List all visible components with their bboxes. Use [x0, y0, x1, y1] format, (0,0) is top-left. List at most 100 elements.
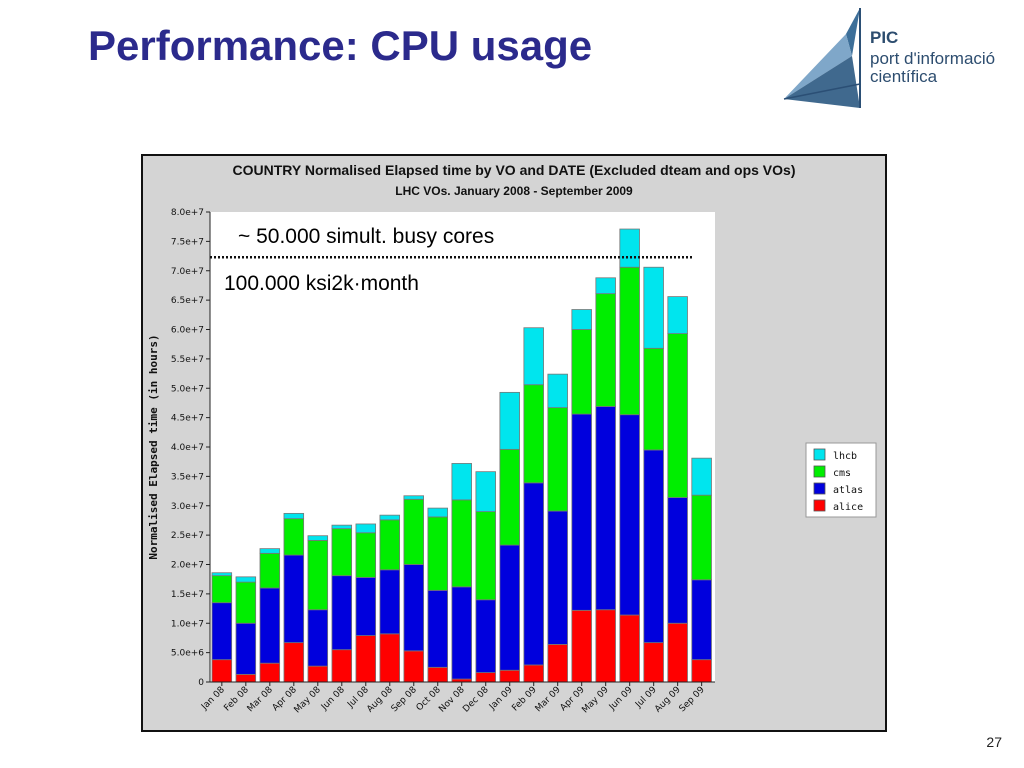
- bar-alice: [619, 614, 640, 683]
- bar-alice: [667, 622, 688, 683]
- bar-cms: [355, 532, 377, 578]
- bar-atlas: [355, 577, 377, 636]
- bar-atlas: [451, 586, 472, 680]
- x-tick-label: Dec 08: [461, 685, 491, 715]
- bar-cms: [547, 407, 568, 512]
- y-tick-label: 3.5e+7: [171, 472, 204, 482]
- bar-alice: [307, 665, 329, 683]
- bar-atlas: [571, 413, 592, 611]
- bar-alice: [355, 635, 377, 683]
- y-tick-label: 2.5e+7: [171, 531, 204, 541]
- bar-atlas: [691, 579, 712, 661]
- bar-alice: [259, 662, 281, 683]
- x-tick-label: May 08: [293, 685, 324, 716]
- legend-label-lhcb: lhcb: [833, 451, 857, 462]
- bar-atlas: [595, 406, 616, 611]
- legend-swatch-atlas: [813, 482, 826, 495]
- bar-atlas: [379, 569, 401, 635]
- y-tick-label: 0: [198, 678, 204, 688]
- annotation-ksi2k-month: 100.000 ksi2k·month: [224, 272, 419, 295]
- bar-cms: [643, 347, 664, 451]
- bar-atlas: [523, 482, 544, 666]
- page-number: 27: [986, 734, 1002, 750]
- bar-atlas: [331, 575, 353, 651]
- bar-cms: [499, 448, 520, 546]
- bar-cms: [667, 333, 688, 498]
- legend-swatch-alice: [813, 499, 826, 512]
- bar-atlas: [499, 544, 520, 671]
- legend-label-cms: cms: [833, 468, 851, 479]
- bar-lhcb: [691, 457, 712, 496]
- x-tick-label: Mar 08: [246, 685, 275, 714]
- bar-alice: [595, 609, 616, 683]
- x-tick-label: Jan 09: [487, 685, 515, 713]
- y-tick-label: 5.0e+7: [171, 384, 204, 394]
- bar-lhcb: [379, 514, 401, 521]
- bar-cms: [571, 329, 592, 415]
- bar-atlas: [643, 449, 664, 644]
- legend-label-alice: alice: [833, 502, 863, 513]
- y-tick-label: 1.5e+7: [171, 590, 204, 600]
- y-tick-label: 6.0e+7: [171, 326, 204, 336]
- y-axis-label: Normalised Elapsed time (in hours): [147, 334, 160, 559]
- bar-lhcb: [283, 512, 305, 520]
- annotation-busy-cores: ~ 50.000 simult. busy cores: [238, 225, 495, 248]
- pic-logo-mark: [780, 4, 875, 108]
- bar-lhcb: [259, 548, 281, 554]
- bar-lhcb: [643, 266, 664, 349]
- bar-lhcb: [571, 309, 592, 330]
- bar-cms: [283, 518, 305, 556]
- y-axis: 0 5.0e+6 1.0e+7 1.5e+7 2.0e+7 2.5e+7 3.0e+7 3.5…: [171, 208, 211, 688]
- bars-group: [211, 228, 712, 683]
- bar-cms: [451, 499, 472, 588]
- y-tick-label: 2.0e+7: [171, 561, 204, 571]
- logo-line-1: port d'informació: [870, 49, 996, 68]
- logo-line-2: científica: [870, 67, 938, 86]
- bar-cms: [403, 498, 424, 565]
- bar-cms: [595, 293, 616, 407]
- bar-lhcb: [211, 572, 233, 577]
- logo-name: PIC: [870, 28, 899, 47]
- chart-subtitle: LHC VOs. January 2008 - September 2009: [395, 184, 633, 198]
- y-tick-label: 4.0e+7: [171, 443, 204, 453]
- bar-lhcb: [451, 463, 472, 501]
- bar-alice: [235, 673, 257, 683]
- bar-alice: [547, 643, 568, 683]
- bar-cms: [475, 511, 496, 601]
- bar-cms: [619, 266, 640, 416]
- bar-alice: [379, 633, 401, 683]
- x-tick-label: Jun 09: [607, 685, 635, 713]
- bar-cms: [211, 575, 233, 604]
- x-tick-label: Jan 08: [199, 685, 227, 713]
- bar-alice: [427, 666, 448, 683]
- bar-lhcb: [523, 327, 544, 386]
- chart-frame: COUNTRY Normalised Elapsed time by VO an…: [141, 154, 887, 732]
- bar-atlas: [475, 599, 496, 673]
- x-tick-label: Aug 08: [365, 685, 395, 715]
- bar-cms: [235, 581, 257, 624]
- bar-alice: [499, 669, 520, 683]
- y-tick-label: 8.0e+7: [171, 208, 204, 218]
- y-tick-label: 4.5e+7: [171, 414, 204, 424]
- bar-alice: [331, 649, 353, 683]
- bar-lhcb: [547, 373, 568, 409]
- x-tick-label: Sep 09: [678, 685, 707, 714]
- bar-atlas: [259, 587, 281, 664]
- bar-cms: [427, 516, 448, 591]
- x-tick-label: Sep 08: [390, 685, 419, 714]
- bar-atlas: [427, 589, 448, 668]
- bar-atlas: [619, 414, 640, 616]
- legend-swatch-lhcb: [813, 448, 826, 461]
- bar-atlas: [403, 564, 424, 652]
- bar-lhcb: [331, 524, 353, 530]
- bar-alice: [403, 650, 424, 683]
- bar-alice: [643, 642, 664, 683]
- x-tick-label: Mar 09: [534, 685, 563, 714]
- bar-lhcb: [595, 277, 616, 295]
- legend-label-atlas: atlas: [833, 485, 863, 496]
- bar-cms: [331, 528, 353, 577]
- x-tick-label: May 09: [580, 685, 611, 716]
- bar-atlas: [211, 602, 233, 661]
- y-tick-label: 5.5e+7: [171, 355, 204, 365]
